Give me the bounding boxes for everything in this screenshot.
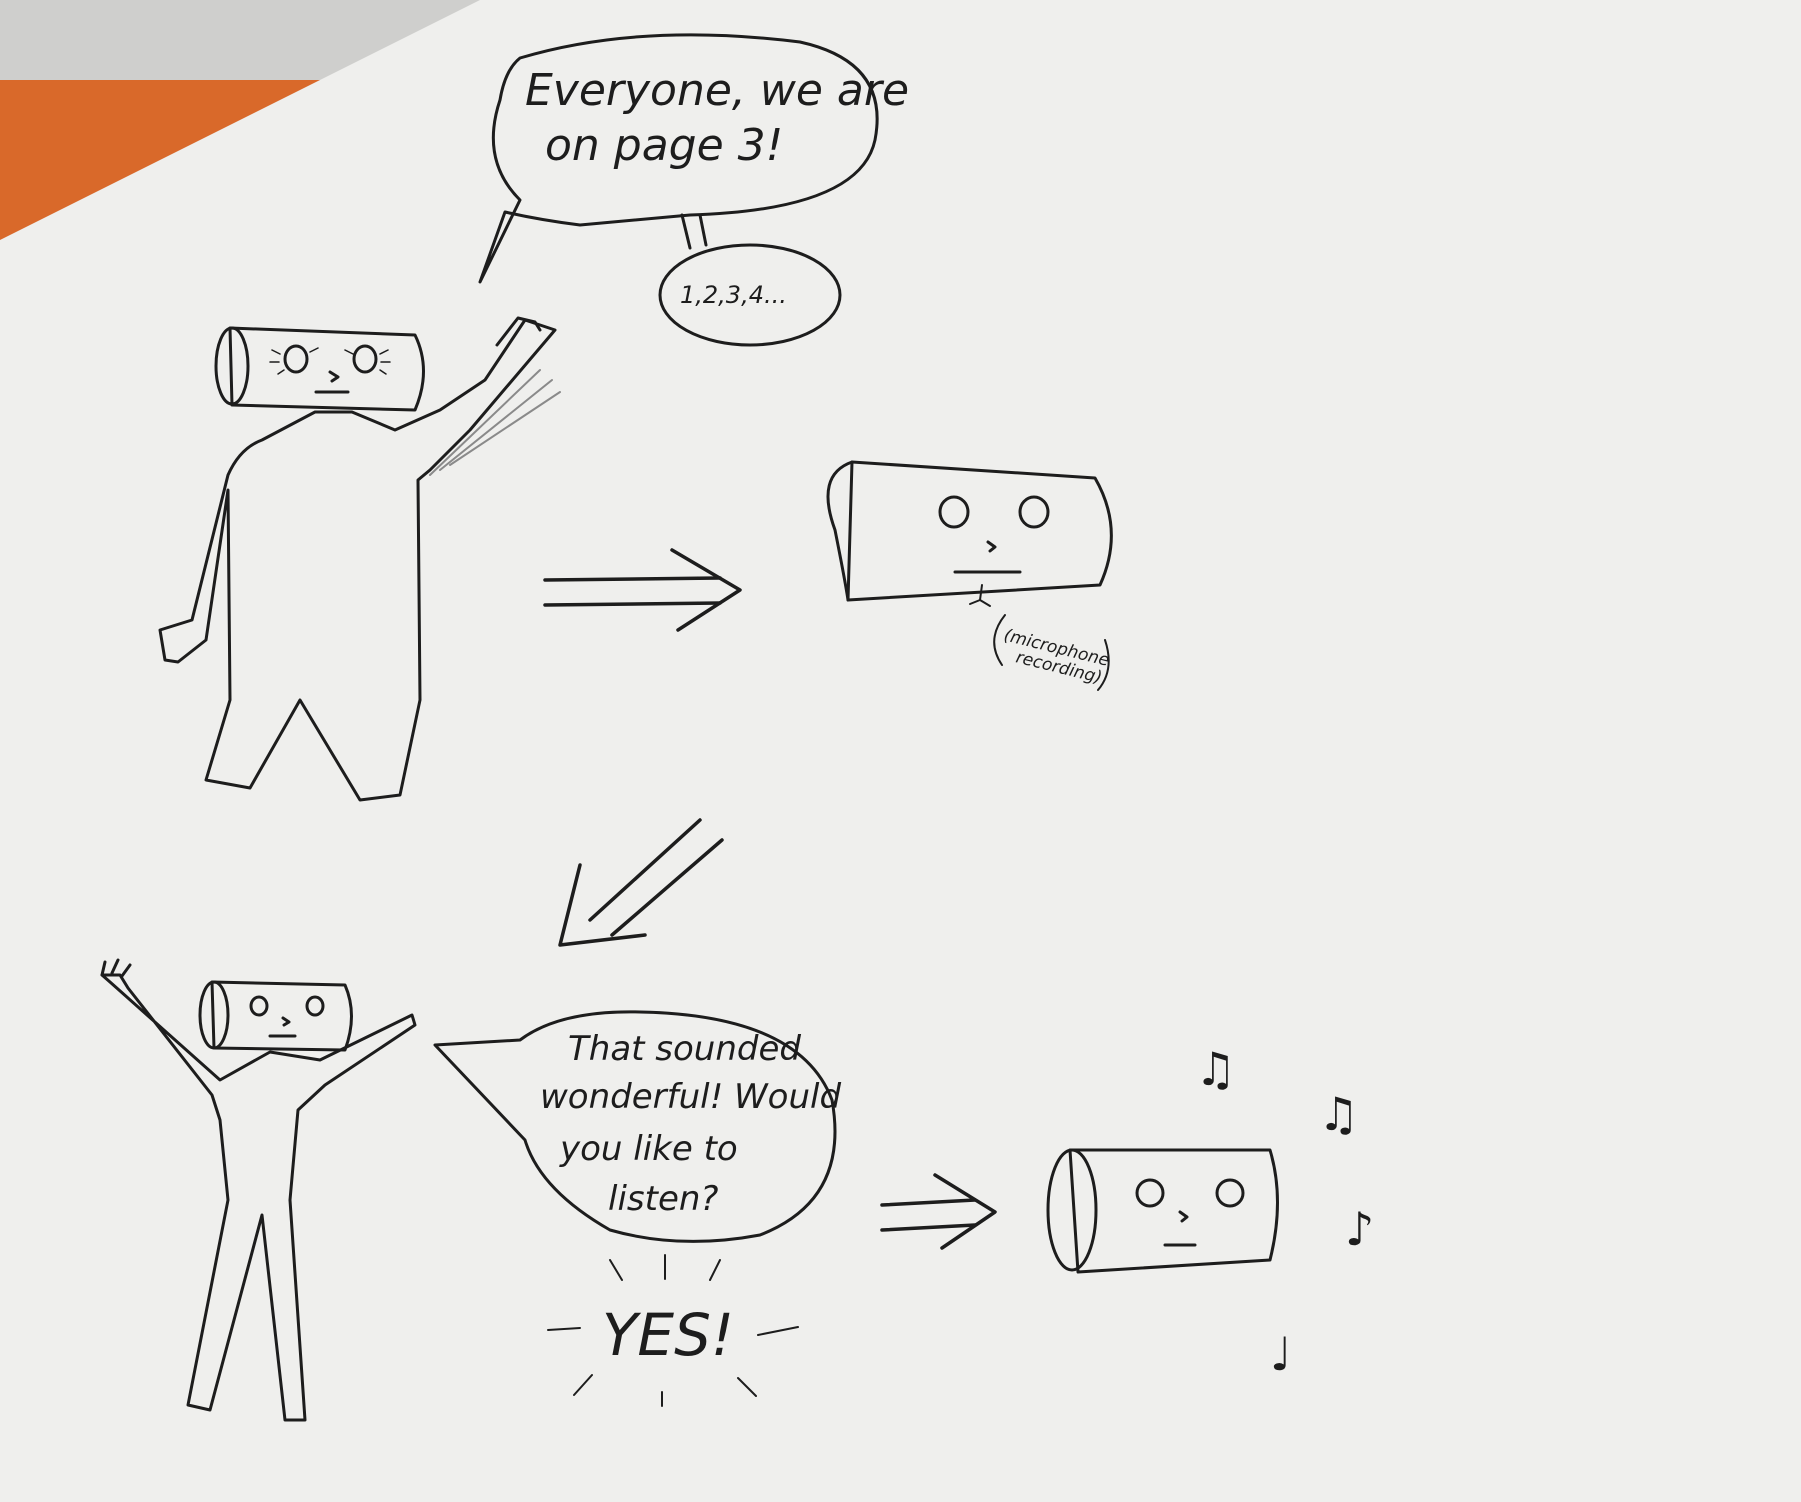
recorder-device-1 [826,460,1113,691]
yes-text: YES! [602,1301,734,1369]
recorder-device-2 [1046,1148,1279,1274]
speech-bubble-1-line-1: Everyone, we are [525,65,909,116]
conductor-motion-lines [429,369,561,476]
recorder-1-nose [986,540,997,553]
recorder-1-note-bracket [993,614,1110,691]
speech-bubble-2-outline [658,243,842,347]
arrow-right-2 [880,1173,997,1250]
speech-bubble-3-line-4: listen? [608,1179,718,1219]
recorder-2-eye-right [1215,1178,1245,1208]
conductor-body [158,318,557,802]
cheering-eye-left [249,995,269,1017]
conductor-head [228,326,425,412]
recorder-1-end [826,460,854,602]
speech-bubble-3-outline [433,1010,837,1243]
speech-bubble-1-outline [478,33,879,284]
yes-excitement-lines [547,1254,799,1407]
music-note-3: ♪ [1345,1202,1374,1256]
cheering-hand-left [100,958,132,978]
cheering-head-end [198,980,230,1050]
cheering-nose [281,1016,291,1027]
recorder-2-end [1046,1148,1098,1272]
speech-bubble-2-tail [680,213,708,250]
conductor-nose [328,370,340,383]
conductor-eye-right [352,344,378,374]
cheering-eye-right [305,995,325,1017]
music-note-4: ♩ [1270,1327,1292,1381]
conductor-figure [158,316,561,802]
arrow-down-left [558,818,724,947]
music-note-2: ♫ [1318,1087,1359,1141]
conductor-eye-sparkles [269,347,391,375]
arrow-right-1 [543,548,742,632]
music-note-1: ♫ [1195,1042,1236,1096]
speech-bubble-3-line-1: That sounded [568,1029,801,1069]
conductor-hand-right [495,316,542,347]
recorder-1-body [846,460,1113,602]
recorder-2-eye-left [1135,1178,1165,1208]
recorder-1-pointer [969,584,991,607]
speech-bubble-2: 1,2,3,4... [658,213,842,347]
cheering-body [100,973,417,1422]
cheering-figure [100,958,417,1422]
speech-bubble-3-line-3: you like to [559,1129,738,1169]
conductor-eye-left [283,344,309,374]
speech-bubble-3: That sounded wonderful! Would you like t… [433,1010,841,1243]
speech-bubble-2-text: 1,2,3,4... [680,281,787,309]
recorder-1-eye-right [1018,495,1050,529]
recorder-1-eye-left [938,495,970,529]
speech-bubble-1: Everyone, we are on page 3! [478,33,909,284]
cheering-head [210,980,353,1052]
recorder-2-body [1068,1148,1279,1274]
yes-exclamation: YES! [547,1254,799,1407]
recorder-2-nose [1178,1210,1189,1223]
conductor-head-end [214,326,250,406]
speech-bubble-1-line-2: on page 3! [545,120,783,171]
speech-bubble-3-line-2: wonderful! Would [540,1077,841,1117]
